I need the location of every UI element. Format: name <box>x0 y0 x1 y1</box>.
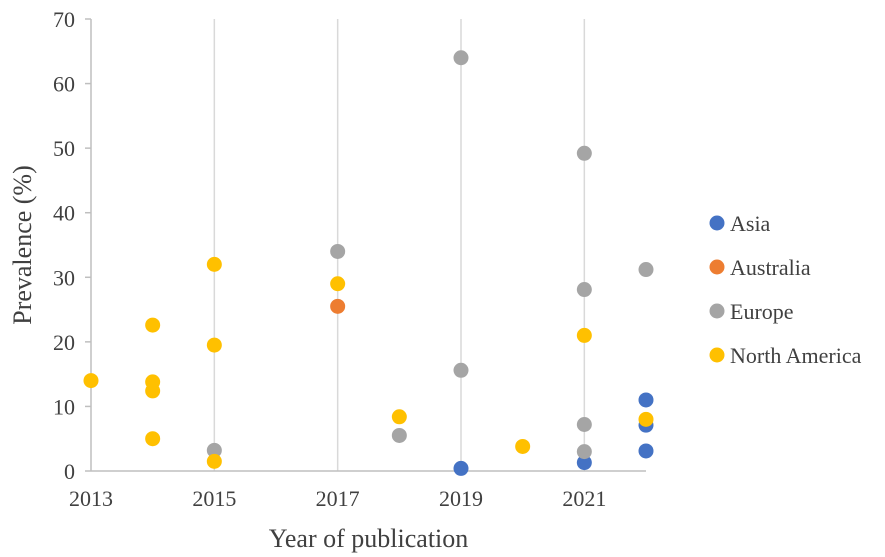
x-tick-label: 2013 <box>69 486 113 511</box>
point-asia <box>576 455 592 471</box>
point-north-america <box>145 383 161 399</box>
y-tick-label: 60 <box>53 72 75 97</box>
point-north-america <box>206 453 222 469</box>
point-asia <box>638 443 654 459</box>
point-europe <box>576 145 592 161</box>
x-tick-label: 2021 <box>562 486 606 511</box>
legend-label-australia: Australia <box>730 255 811 280</box>
point-north-america <box>330 276 346 292</box>
point-north-america <box>391 409 407 425</box>
y-tick-label: 70 <box>53 7 75 32</box>
point-north-america <box>576 327 592 343</box>
legend-marker-australia <box>709 259 725 275</box>
y-tick-label: 20 <box>53 330 75 355</box>
x-tick-label: 2017 <box>316 486 360 511</box>
y-tick-label: 0 <box>64 459 75 484</box>
point-north-america <box>515 438 531 454</box>
point-north-america <box>206 337 222 353</box>
legend-label-north-america: North America <box>730 343 862 368</box>
x-tick-label: 2019 <box>439 486 483 511</box>
legend-label-asia: Asia <box>730 211 771 236</box>
y-tick-label: 40 <box>53 201 75 226</box>
y-tick-label: 50 <box>53 136 75 161</box>
point-north-america <box>145 431 161 447</box>
point-asia <box>453 460 469 476</box>
point-north-america <box>206 256 222 272</box>
y-axis-title: Prevalence (%) <box>8 165 37 325</box>
legend-marker-europe <box>709 303 725 319</box>
point-australia <box>330 298 346 314</box>
legend-marker-north-america <box>709 347 725 363</box>
point-north-america <box>145 317 161 333</box>
point-europe <box>576 444 592 460</box>
grid-lines <box>213 19 586 471</box>
point-europe <box>576 282 592 298</box>
point-europe <box>206 442 222 458</box>
point-europe <box>330 243 346 259</box>
point-europe <box>576 417 592 433</box>
data-points <box>83 50 654 476</box>
tick-labels: 0 10 20 30 40 50 60 70 2013 2015 2017 2019 2021 <box>53 7 606 511</box>
point-asia <box>638 392 654 408</box>
point-europe <box>453 362 469 378</box>
axes <box>85 18 646 472</box>
point-north-america <box>638 411 654 427</box>
legend: Asia Australia Europe North America <box>709 211 862 368</box>
y-tick-label: 10 <box>53 394 75 419</box>
legend-label-europe: Europe <box>730 299 794 324</box>
point-europe <box>638 262 654 278</box>
point-europe <box>453 50 469 66</box>
point-north-america <box>83 373 99 389</box>
x-tick-label: 2015 <box>192 486 236 511</box>
y-tick-label: 30 <box>53 265 75 290</box>
point-europe <box>391 427 407 443</box>
x-axis-title: Year of publication <box>269 524 469 553</box>
legend-marker-asia <box>709 215 725 231</box>
